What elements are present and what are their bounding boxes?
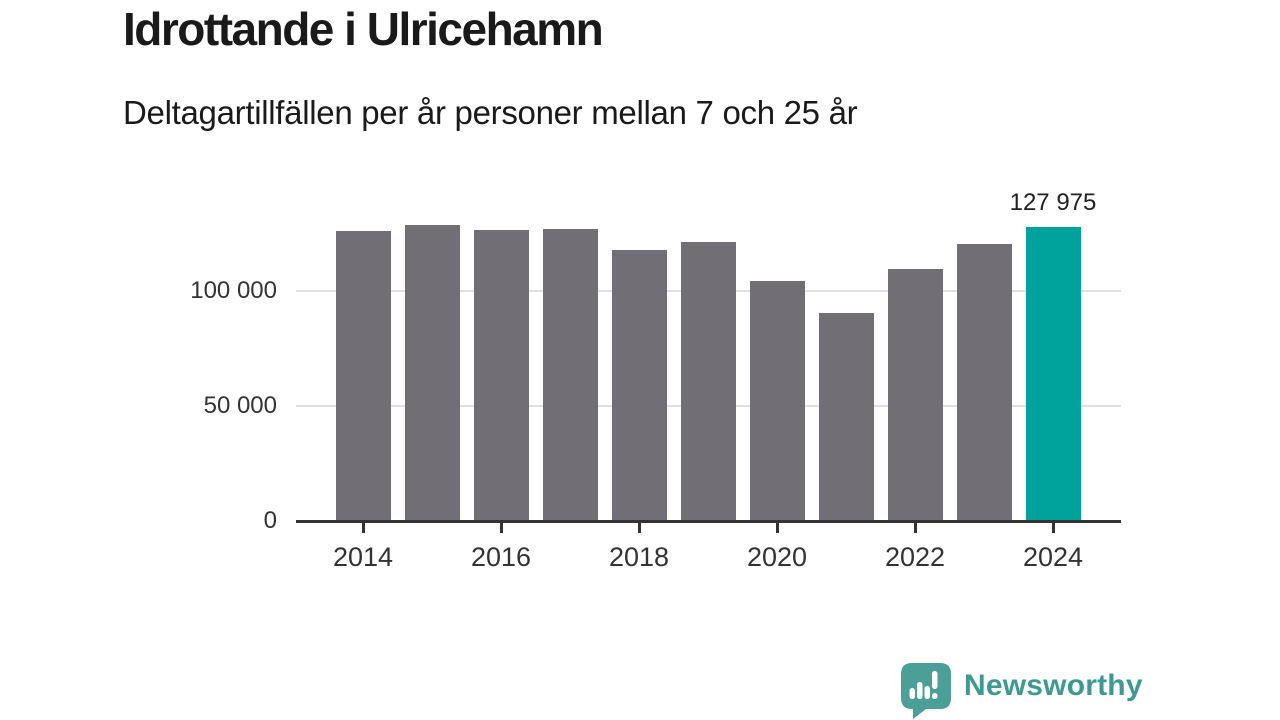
bar-2023: [957, 244, 1012, 521]
newsworthy-brand-text: Newsworthy: [964, 669, 1143, 702]
bar-2017: [543, 229, 598, 521]
x-tick-2020: [776, 523, 779, 533]
y-axis-label-0: 0: [263, 507, 277, 534]
x-tick-2016: [500, 523, 503, 533]
bar-2019: [681, 242, 736, 521]
value-label-2024: 127 975: [1009, 189, 1097, 216]
bar-2024: [1026, 227, 1081, 521]
y-axis-label-50000: 50 000: [203, 392, 277, 419]
newsworthy-logo: Newsworthy: [901, 663, 1143, 719]
x-axis-line: [296, 520, 1121, 523]
x-axis-label-2022: 2022: [884, 542, 946, 572]
x-tick-2024: [1052, 523, 1055, 533]
x-tick-2018: [638, 523, 641, 533]
x-tick-2014: [362, 523, 365, 533]
bar-chart-speech-bubble-icon: [901, 663, 951, 719]
bar-2014: [336, 231, 391, 521]
bar-2021: [819, 313, 874, 521]
chart-subtitle: Deltagartillfällen per år personer mella…: [123, 94, 858, 131]
bar-2016: [474, 230, 529, 521]
y-axis-label-100000: 100 000: [190, 277, 277, 304]
chart-title: Idrottande i Ulricehamn: [123, 3, 604, 55]
bar-2022: [888, 269, 943, 521]
bar-2015: [405, 225, 460, 521]
bar-2018: [612, 250, 667, 521]
x-axis-label-2024: 2024: [1022, 542, 1084, 572]
bar-2020: [750, 281, 805, 521]
x-tick-2022: [914, 523, 917, 533]
x-axis-label-2016: 2016: [470, 542, 532, 572]
x-axis-label-2014: 2014: [332, 542, 394, 572]
x-axis-label-2020: 2020: [746, 542, 808, 572]
x-axis-label-2018: 2018: [608, 542, 670, 572]
